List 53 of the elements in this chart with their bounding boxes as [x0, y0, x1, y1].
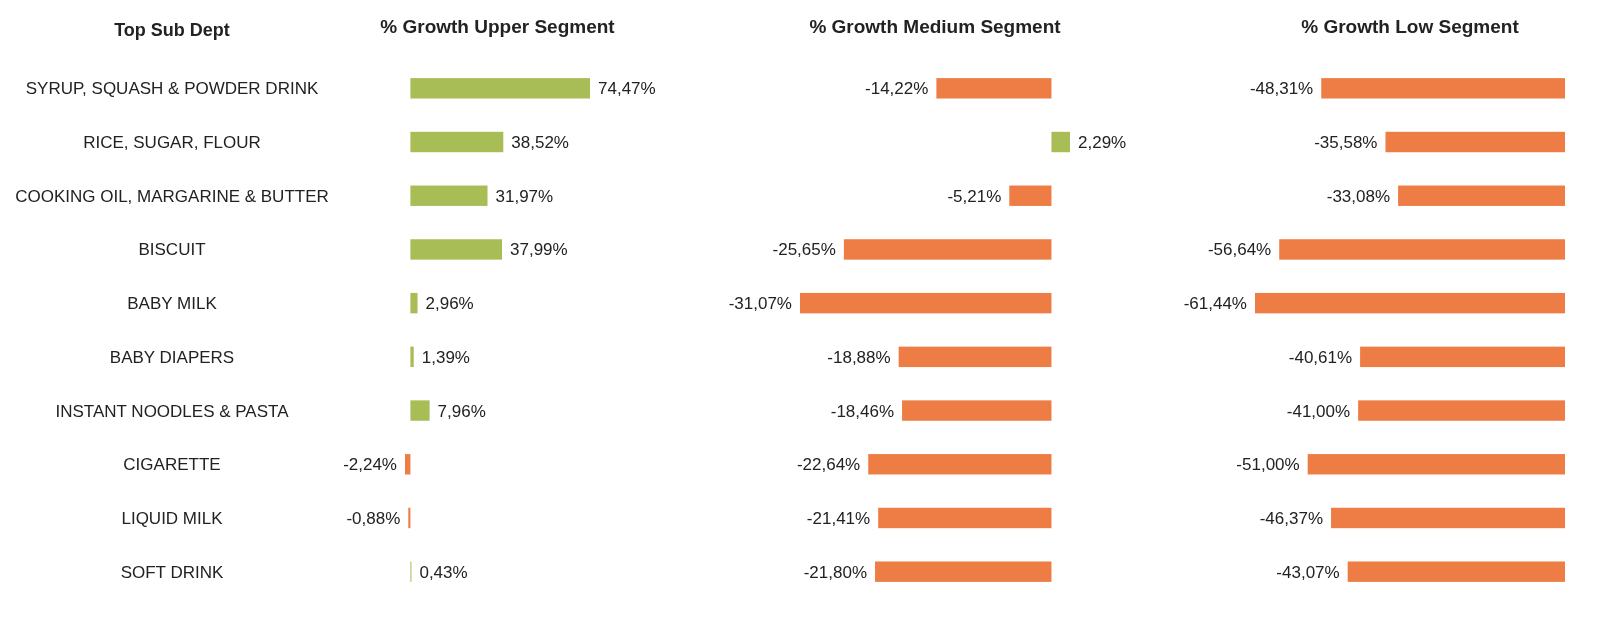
- data-label: -14,22%: [865, 79, 929, 99]
- data-label: -61,44%: [1183, 294, 1247, 314]
- bar: [410, 185, 488, 206]
- y-tick-label: COOKING OIL, MARGARINE & BUTTER: [15, 186, 329, 206]
- y-axis-title: Top Sub Dept: [114, 20, 230, 40]
- data-label: 2,96%: [425, 294, 474, 314]
- data-label: -18,88%: [827, 347, 891, 367]
- y-tick-label: INSTANT NOODLES & PASTA: [55, 401, 290, 421]
- y-tick-label: BABY MILK: [127, 294, 218, 314]
- data-label: -25,65%: [772, 240, 836, 260]
- data-label: -48,31%: [1249, 79, 1314, 99]
- data-label: -31,07%: [728, 294, 792, 314]
- data-label: -56,64%: [1207, 240, 1272, 260]
- data-label: 38,52%: [511, 132, 569, 152]
- data-label: -2,24%: [343, 455, 397, 475]
- chart-title: % Growth Medium Segment: [809, 16, 1062, 37]
- bar: [410, 346, 414, 368]
- data-label: -35,58%: [1314, 132, 1378, 152]
- data-label: -18,46%: [830, 401, 895, 421]
- data-label: -43,07%: [1276, 562, 1340, 582]
- data-label: 0,43%: [419, 562, 468, 582]
- y-tick-label: CIGARETTE: [123, 455, 221, 475]
- y-tick-label: RICE, SUGAR, FLOUR: [83, 132, 261, 152]
- data-label: -33,08%: [1326, 186, 1391, 206]
- bar: [410, 400, 430, 421]
- bar: [405, 454, 411, 475]
- bar: [410, 131, 504, 153]
- data-label: -46,37%: [1259, 508, 1324, 528]
- data-label: 37,99%: [510, 240, 568, 260]
- y-tick-label: BISCUIT: [138, 240, 206, 260]
- data-label: 2,29%: [1078, 132, 1127, 152]
- data-label: -0,88%: [346, 508, 401, 528]
- data-label: -41,00%: [1286, 401, 1351, 421]
- y-tick-label: LIQUID MILK: [121, 508, 224, 528]
- data-label: 31,97%: [495, 186, 554, 206]
- y-tick-label: SYRUP, SQUASH & POWDER DRINK: [25, 79, 319, 99]
- bar: [410, 239, 503, 260]
- chart-title: % Growth Low Segment: [1301, 16, 1520, 37]
- data-label: -5,21%: [947, 186, 1002, 206]
- bar: [408, 507, 411, 529]
- bar: [410, 78, 590, 99]
- data-label: -21,41%: [806, 508, 871, 528]
- data-label: 7,96%: [437, 401, 486, 421]
- data-label: -40,61%: [1288, 347, 1353, 367]
- data-label: -22,64%: [796, 455, 861, 475]
- y-tick-label: SOFT DRINK: [120, 562, 224, 582]
- chart-title: % Growth Upper Segment: [380, 16, 616, 37]
- data-label: 74,47%: [598, 79, 656, 99]
- bar: [410, 292, 418, 314]
- data-label: -51,00%: [1236, 455, 1300, 475]
- y-tick-label: BABY DIAPERS: [109, 347, 235, 367]
- data-label: 1,39%: [421, 347, 470, 367]
- data-label: -21,80%: [803, 562, 868, 582]
